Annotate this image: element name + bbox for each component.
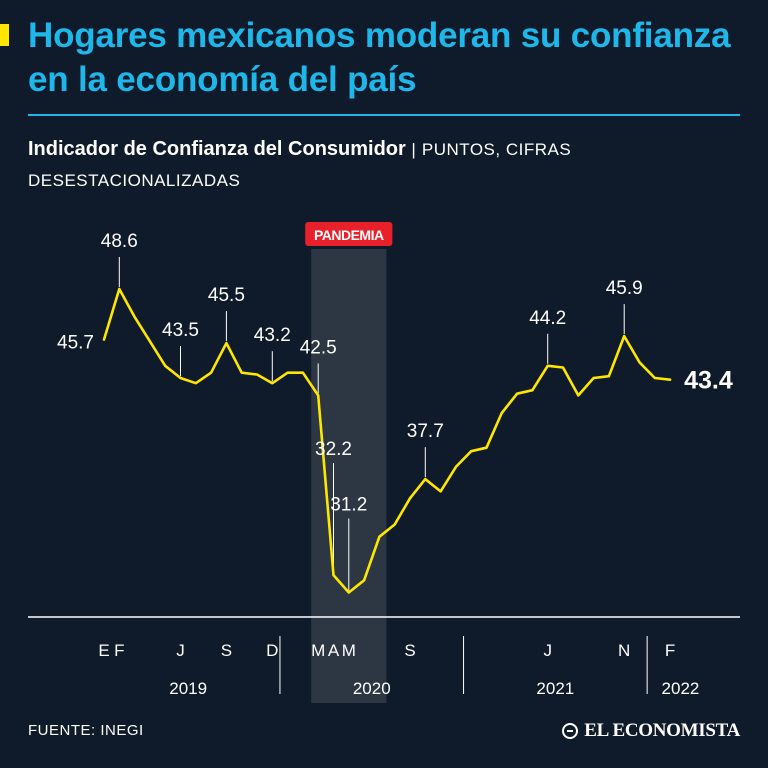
point-label-5: 43.5 [162, 320, 199, 341]
month-tick-20: S [404, 641, 415, 660]
point-label-1: 48.6 [101, 231, 138, 252]
month-tick-16: M [342, 641, 356, 660]
month-tick-37: F [665, 641, 675, 660]
month-tick-1: F [114, 641, 124, 660]
month-tick-34: N [618, 641, 630, 660]
separator: | [411, 140, 417, 159]
point-label-34: 45.9 [606, 278, 643, 299]
indicator-name: Indicador de Confianza del Consumidor [28, 138, 406, 160]
brand-logo: EL ECONOMISTA [562, 720, 740, 742]
chart-subtitle: Indicador de Confianza del Consumidor | … [28, 134, 740, 196]
series-line [102, 287, 672, 594]
pandemic-badge-label: PANDEMIA [314, 227, 384, 243]
year-label-2022: 2022 [662, 679, 700, 698]
month-tick-0: E [98, 641, 109, 660]
point-label-8: 45.5 [208, 285, 245, 306]
point-label-0: 45.7 [57, 333, 94, 354]
year-label-2020: 2020 [353, 679, 391, 698]
point-label-16: 31.2 [330, 495, 367, 516]
brand-icon [562, 723, 579, 739]
month-tick-11: D [266, 641, 278, 660]
year-label-2019: 2019 [169, 679, 207, 698]
month-tick-29: J [543, 641, 552, 660]
point-label-11: 43.2 [254, 325, 291, 346]
month-tick-14: M [311, 641, 325, 660]
point-label-14: 42.5 [300, 337, 337, 358]
month-tick-15: A [328, 641, 340, 660]
headline: Hogares mexicanos moderan su confianza e… [28, 16, 731, 99]
point-label-15: 32.2 [315, 439, 352, 460]
brand-name: EL ECONOMISTA [584, 720, 740, 741]
pandemic-band [311, 249, 387, 703]
point-label-21: 37.7 [407, 421, 444, 442]
year-label-2021: 2021 [536, 679, 574, 698]
pandemic-badge [305, 222, 393, 246]
month-tick-8: S [221, 641, 232, 660]
month-tick-5: J [176, 641, 185, 660]
source-note: FUENTE: INEGI [28, 722, 144, 739]
point-label-29: 44.2 [529, 308, 566, 329]
accent-bar [0, 24, 9, 46]
headline-rule [28, 114, 740, 116]
units-label: PUNTOS, CIFRAS DESESTACIONALIZADAS [28, 140, 572, 190]
last-value-label: 43.4 [684, 367, 733, 395]
